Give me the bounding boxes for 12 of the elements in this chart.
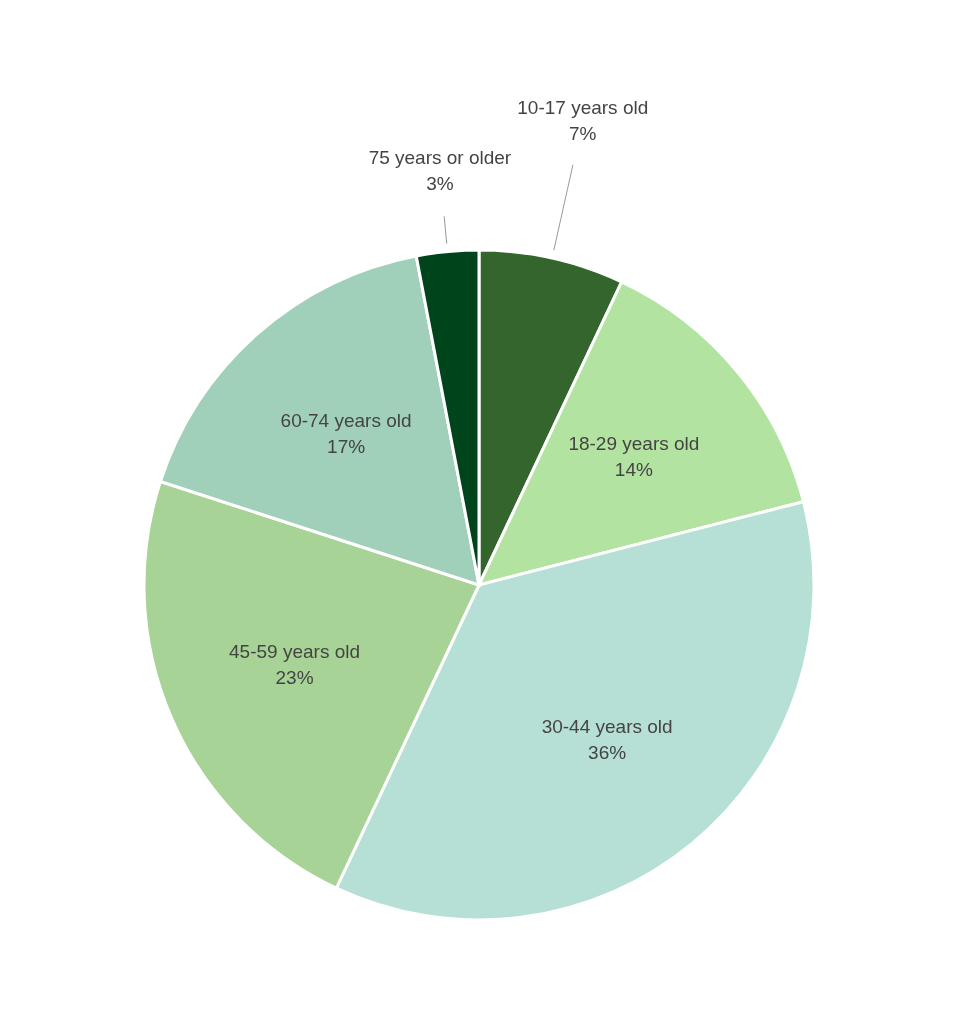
slice-label: 30-44 years old	[541, 715, 673, 737]
slice-label: 10-17 years old	[517, 96, 649, 118]
data-label: 36%	[588, 741, 627, 763]
data-label: 7%	[569, 122, 597, 144]
slice-label: 60-74 years old	[280, 410, 412, 432]
data-label: 14%	[614, 458, 653, 480]
slice-label: 75 years or older	[368, 147, 512, 169]
data-label: 17%	[327, 436, 366, 458]
data-label: 23%	[275, 666, 314, 688]
slice-label: 18-29 years old	[568, 432, 700, 454]
slice-label: 45-59 years old	[229, 640, 361, 662]
data-label: 3%	[426, 173, 454, 195]
